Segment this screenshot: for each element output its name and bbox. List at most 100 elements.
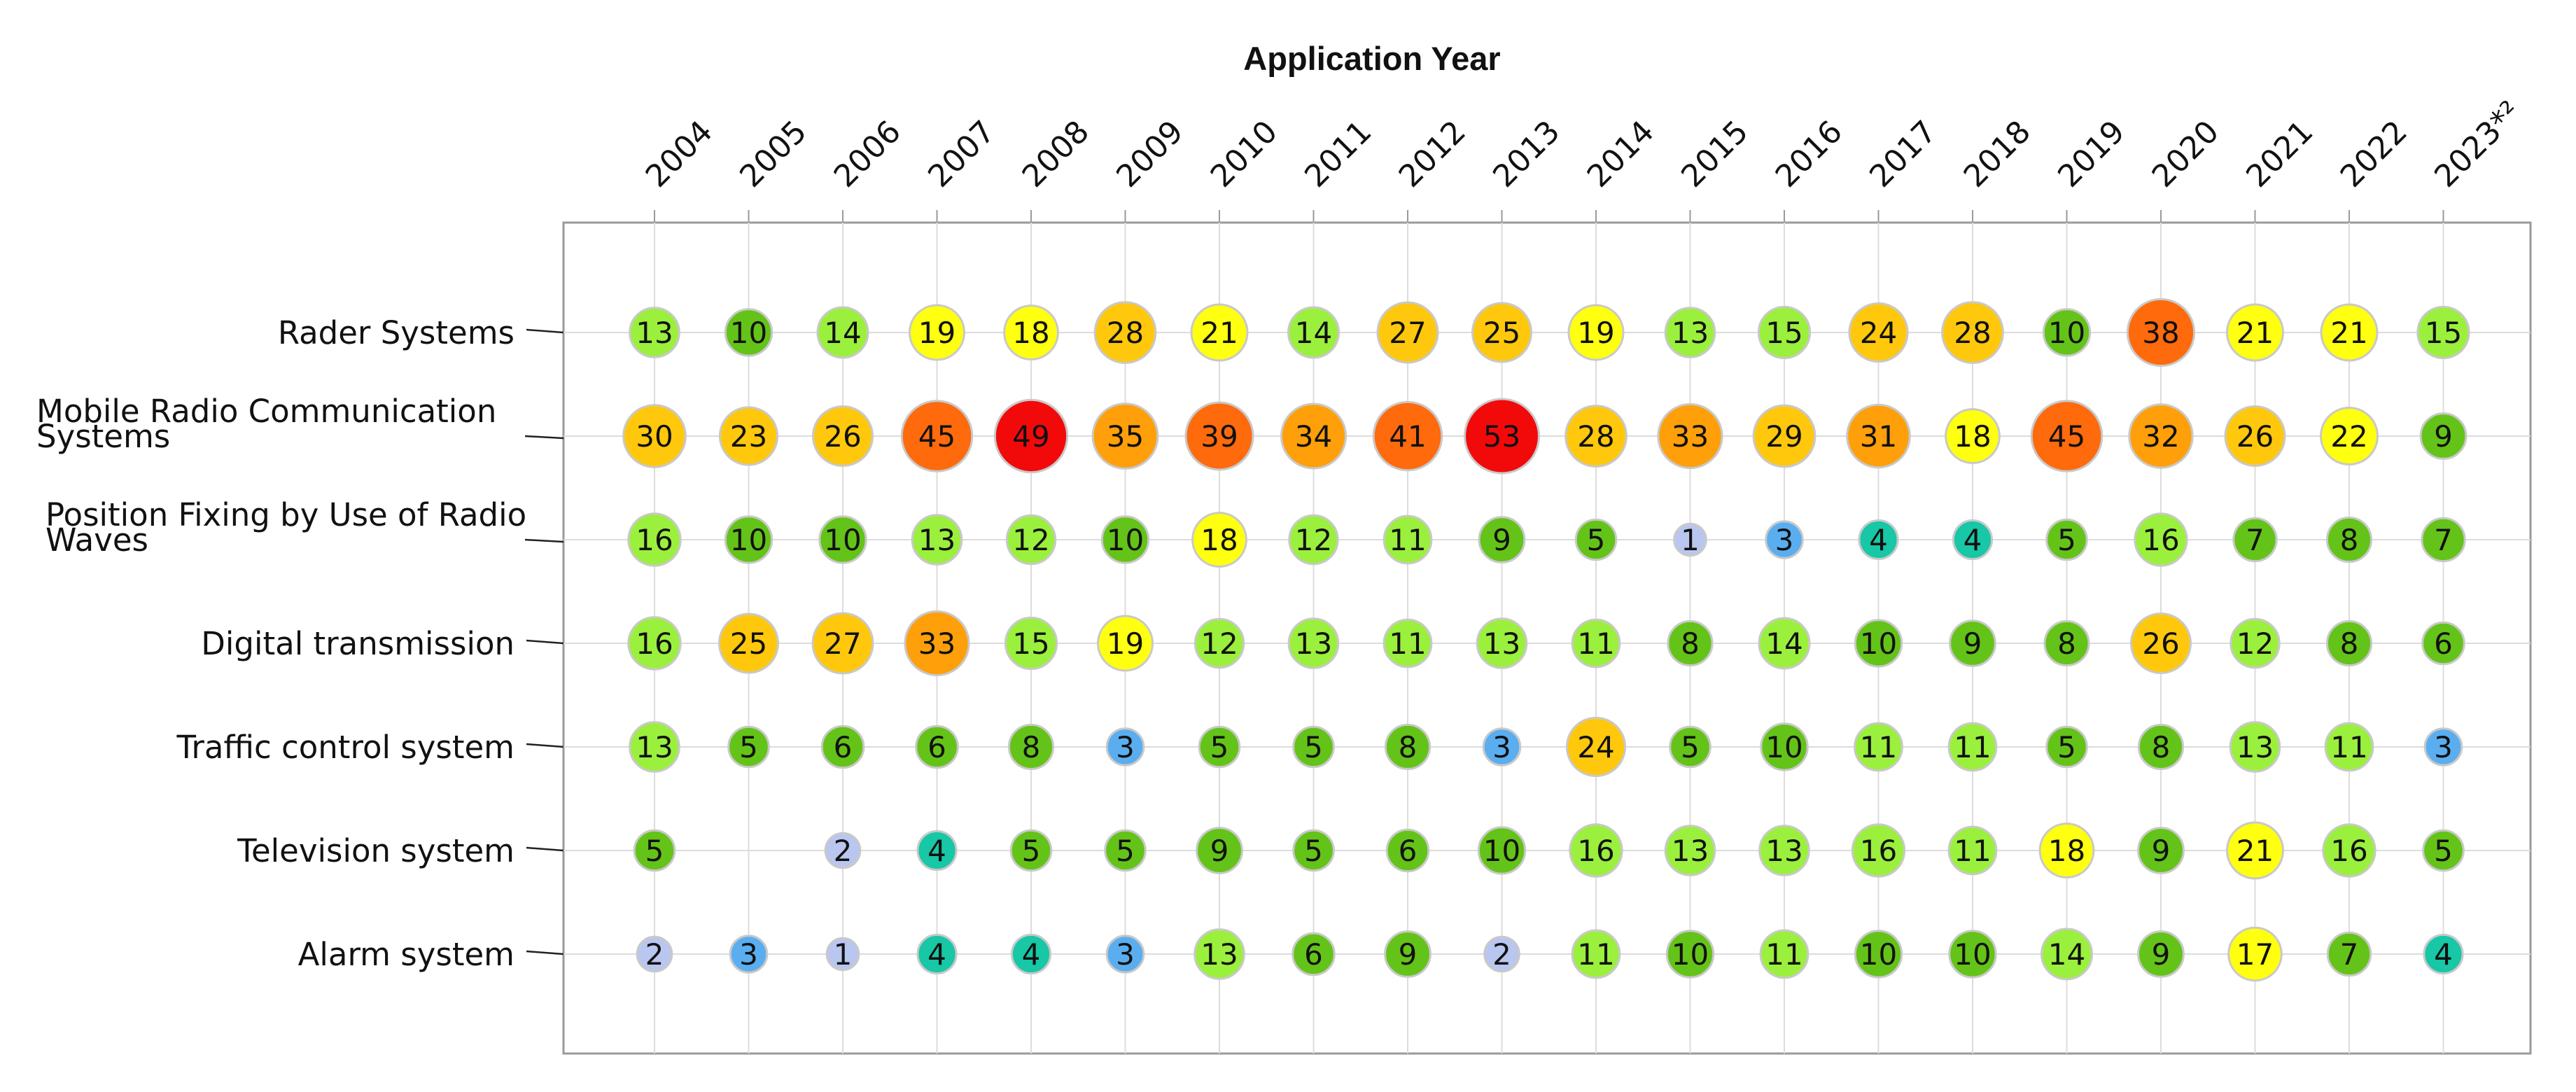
bubble: 10 xyxy=(724,515,774,564)
bubble-circle xyxy=(1667,620,1714,667)
x-tick-label-year: 2018 xyxy=(1957,114,2038,195)
bubble-value-label: 14 xyxy=(1295,316,1332,350)
bubble: 13 xyxy=(911,514,963,566)
bubble-value-label: 10 xyxy=(2048,316,2085,350)
bubble: 5 xyxy=(1104,829,1147,872)
bubble-value-label: 15 xyxy=(2425,316,2462,350)
bubble: 39 xyxy=(1184,401,1254,471)
bubble-value-label: 32 xyxy=(2142,419,2179,454)
bubble-circle xyxy=(2227,926,2283,982)
bubble: 16 xyxy=(627,616,682,671)
bubble-value-label: 11 xyxy=(1577,626,1614,661)
bubble: 5 xyxy=(1198,725,1241,769)
bubble-value-label: 33 xyxy=(1672,419,1709,454)
bubble-value-label: 12 xyxy=(2236,626,2274,661)
x-tick-label-year: 2016 xyxy=(1769,114,1849,195)
bubble: 19 xyxy=(1097,615,1154,672)
bubble: 11 xyxy=(1382,514,1433,565)
bubble: 10 xyxy=(1100,515,1150,564)
bubble-value-label: 4 xyxy=(1869,523,1888,557)
bubble: 15 xyxy=(2416,305,2470,360)
bubble: 33 xyxy=(1657,402,1723,470)
bubble-circle xyxy=(812,405,874,467)
bubble-value-label: 5 xyxy=(2434,834,2453,868)
x-tick-label-year: 2013 xyxy=(1486,114,1567,195)
bubble: 9 xyxy=(2137,827,2185,874)
bubble: 16 xyxy=(2322,823,2376,878)
bubble-circle xyxy=(1382,514,1433,565)
bubble-circle xyxy=(1758,825,1810,876)
bubble: 30 xyxy=(622,404,687,468)
bubble: 9 xyxy=(2137,930,2185,978)
bubble-circle xyxy=(1759,929,1809,979)
bubble: 3 xyxy=(1482,727,1522,766)
bubble-circle xyxy=(1571,929,1621,979)
x-tick-label-year: 2007 xyxy=(921,114,1002,195)
bubble: 4 xyxy=(916,933,958,975)
bubble-circle xyxy=(1483,935,1520,973)
bubble: 8 xyxy=(2325,620,2373,667)
bubble-value-label: 11 xyxy=(1954,730,1991,764)
bubble-circle xyxy=(824,832,862,869)
x-tick-label-year: 2017 xyxy=(1863,114,1943,195)
bubble-value-label: 7 xyxy=(2340,937,2359,972)
bubble-circle xyxy=(729,934,769,974)
bubble-circle xyxy=(1385,828,1430,873)
bubble-circle xyxy=(1569,823,1623,878)
bubble: 10 xyxy=(1854,930,1903,979)
bubble: 21 xyxy=(1190,303,1249,362)
bubble: 10 xyxy=(1948,930,1997,979)
bubble-value-label: 4 xyxy=(927,937,946,972)
bubble: 29 xyxy=(1752,404,1816,468)
bubble: 8 xyxy=(2137,723,2185,771)
category-leader-line xyxy=(526,743,564,748)
bubble-value-label: 16 xyxy=(2330,834,2367,868)
bubble: 19 xyxy=(1567,304,1625,361)
bubble: 15 xyxy=(1004,616,1058,671)
bubble-value-label: 6 xyxy=(2434,626,2453,661)
bubble: 21 xyxy=(2320,303,2379,362)
bubble-value-label: 10 xyxy=(1483,834,1520,868)
bubble: 11 xyxy=(1571,929,1621,979)
x-tick-label-year: 2015 xyxy=(1674,114,1755,195)
bubble-value-label: 3 xyxy=(2434,730,2453,764)
bubble-circle xyxy=(1196,827,1243,874)
bubble-circle xyxy=(2224,405,2286,467)
bubble-value-label: 19 xyxy=(1577,316,1614,350)
bubble: 13 xyxy=(1664,307,1716,358)
bubble: 28 xyxy=(1093,301,1157,364)
bubble-circle xyxy=(2230,617,2281,669)
bubble-circle xyxy=(1758,617,1811,670)
bubble-circle xyxy=(2042,308,2092,357)
x-tick-label-year: 2014 xyxy=(1581,114,1661,195)
bubble-value-label: 13 xyxy=(918,523,955,557)
bubble-value-label: 18 xyxy=(2048,834,2085,868)
bubble: 13 xyxy=(1758,825,1810,876)
bubble: 11 xyxy=(1571,618,1621,668)
bubble-value-label: 41 xyxy=(1389,419,1426,454)
bubble-value-label: 12 xyxy=(1012,523,1049,557)
bubble: 7 xyxy=(2421,517,2466,563)
bubble: 18 xyxy=(1191,512,1247,568)
bubble-circle xyxy=(2320,407,2379,465)
bubble-value-label: 6 xyxy=(1399,834,1418,868)
bubble-value-label: 11 xyxy=(1954,834,1991,868)
bubble-circle xyxy=(633,829,676,872)
bubble-circle xyxy=(627,512,682,567)
bubble-circle xyxy=(2045,518,2088,561)
bubble-circle xyxy=(818,515,867,564)
bubble: 13 xyxy=(629,721,680,773)
bubble-circle xyxy=(904,610,970,677)
bubble-value-label: 10 xyxy=(1672,937,1709,972)
bubble-circle xyxy=(2226,303,2284,362)
bubble-value-label: 18 xyxy=(1200,523,1238,557)
bubble: 11 xyxy=(1854,722,1903,772)
bubble: 23 xyxy=(718,406,779,466)
bubble-circle xyxy=(1846,403,1911,469)
bubble-circle xyxy=(1752,404,1816,468)
y-category-label: Rader Systems xyxy=(278,314,514,351)
bubble: 5 xyxy=(633,829,676,872)
bubble-value-label: 16 xyxy=(1577,834,1614,868)
x-tick-label-year: 2009 xyxy=(1110,114,1190,195)
bubble-value-label: 16 xyxy=(1860,834,1897,868)
